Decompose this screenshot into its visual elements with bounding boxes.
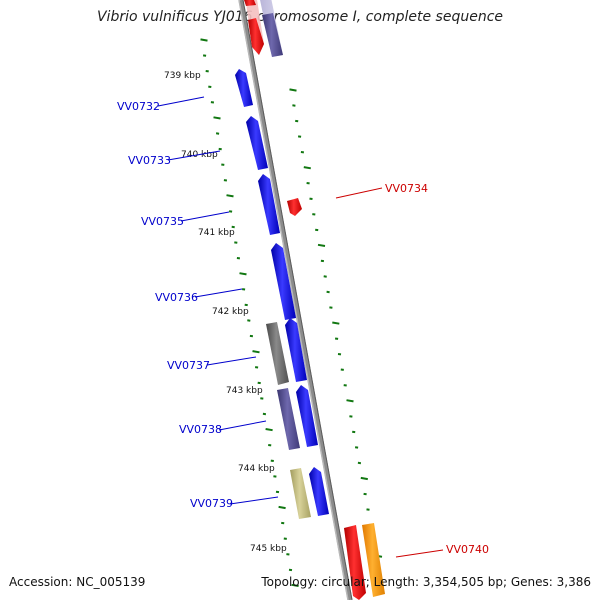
gene-feature[interactable] [245,0,264,55]
gene-label: VV0737 [167,359,210,372]
ruler-tick [317,243,326,247]
gene-label: VV0738 [179,423,222,436]
gene-labels: VV0732 VV0733 VV0735 VV0736 VV0737 VV073… [117,100,489,556]
gene-label: VV0734 [385,182,428,195]
gene-label: VV0732 [117,100,160,113]
ruler-tick [252,350,260,354]
ruler-label: 742 kbp [212,307,249,317]
gene-feature-VV0733[interactable] [246,116,268,170]
gene-feature-VV0736[interactable] [271,243,296,320]
gene-leader-lines [157,96,444,558]
gene-feature-VV0732[interactable] [235,69,253,107]
ruler-tick [291,583,299,587]
ruler-tick [303,166,311,170]
map-title: Vibrio vulnificus YJ016 chromosome I, co… [96,9,504,25]
gene-feature-VV0739[interactable] [290,467,329,519]
accession-text: Accession: NC_005139 [9,575,146,589]
gene-feature-VV0737[interactable] [266,318,307,385]
ruler-tick [289,88,297,92]
ruler-label: 743 kbp [226,386,263,396]
gene-feature-VV0740[interactable] [344,523,385,600]
gene-feature-VV0738[interactable] [277,385,318,450]
gene-feature-VV0735[interactable] [258,174,280,235]
ruler-tick [278,505,286,510]
ruler-label: 744 kbp [238,464,275,474]
chromosome-backbone [238,0,353,600]
ruler-tick [346,399,354,403]
ruler-tick [360,476,368,481]
ruler-tick [200,38,208,42]
ruler-label: 741 kbp [198,228,235,238]
gene-label: VV0736 [155,291,198,304]
ruler-tick [332,321,340,325]
gene-label: VV0739 [190,497,233,510]
ruler-tick [265,428,273,432]
ruler-inner-track [200,38,299,587]
gene-feature[interactable] [259,0,283,57]
gene-label: VV0733 [128,154,171,167]
sequence-summary: Topology: circular; Length: 3,354,505 bp… [261,575,591,589]
ruler-tick [239,272,247,276]
ruler-tick [213,116,221,120]
ruler-tick [226,194,234,198]
gene-label: VV0735 [141,215,184,228]
gene-feature[interactable] [244,0,256,6]
gene-feature-VV0734[interactable] [287,198,302,216]
ruler-label: 739 kbp [164,71,201,81]
gene-label: VV0740 [446,543,489,556]
ruler-label: 745 kbp [250,544,287,554]
